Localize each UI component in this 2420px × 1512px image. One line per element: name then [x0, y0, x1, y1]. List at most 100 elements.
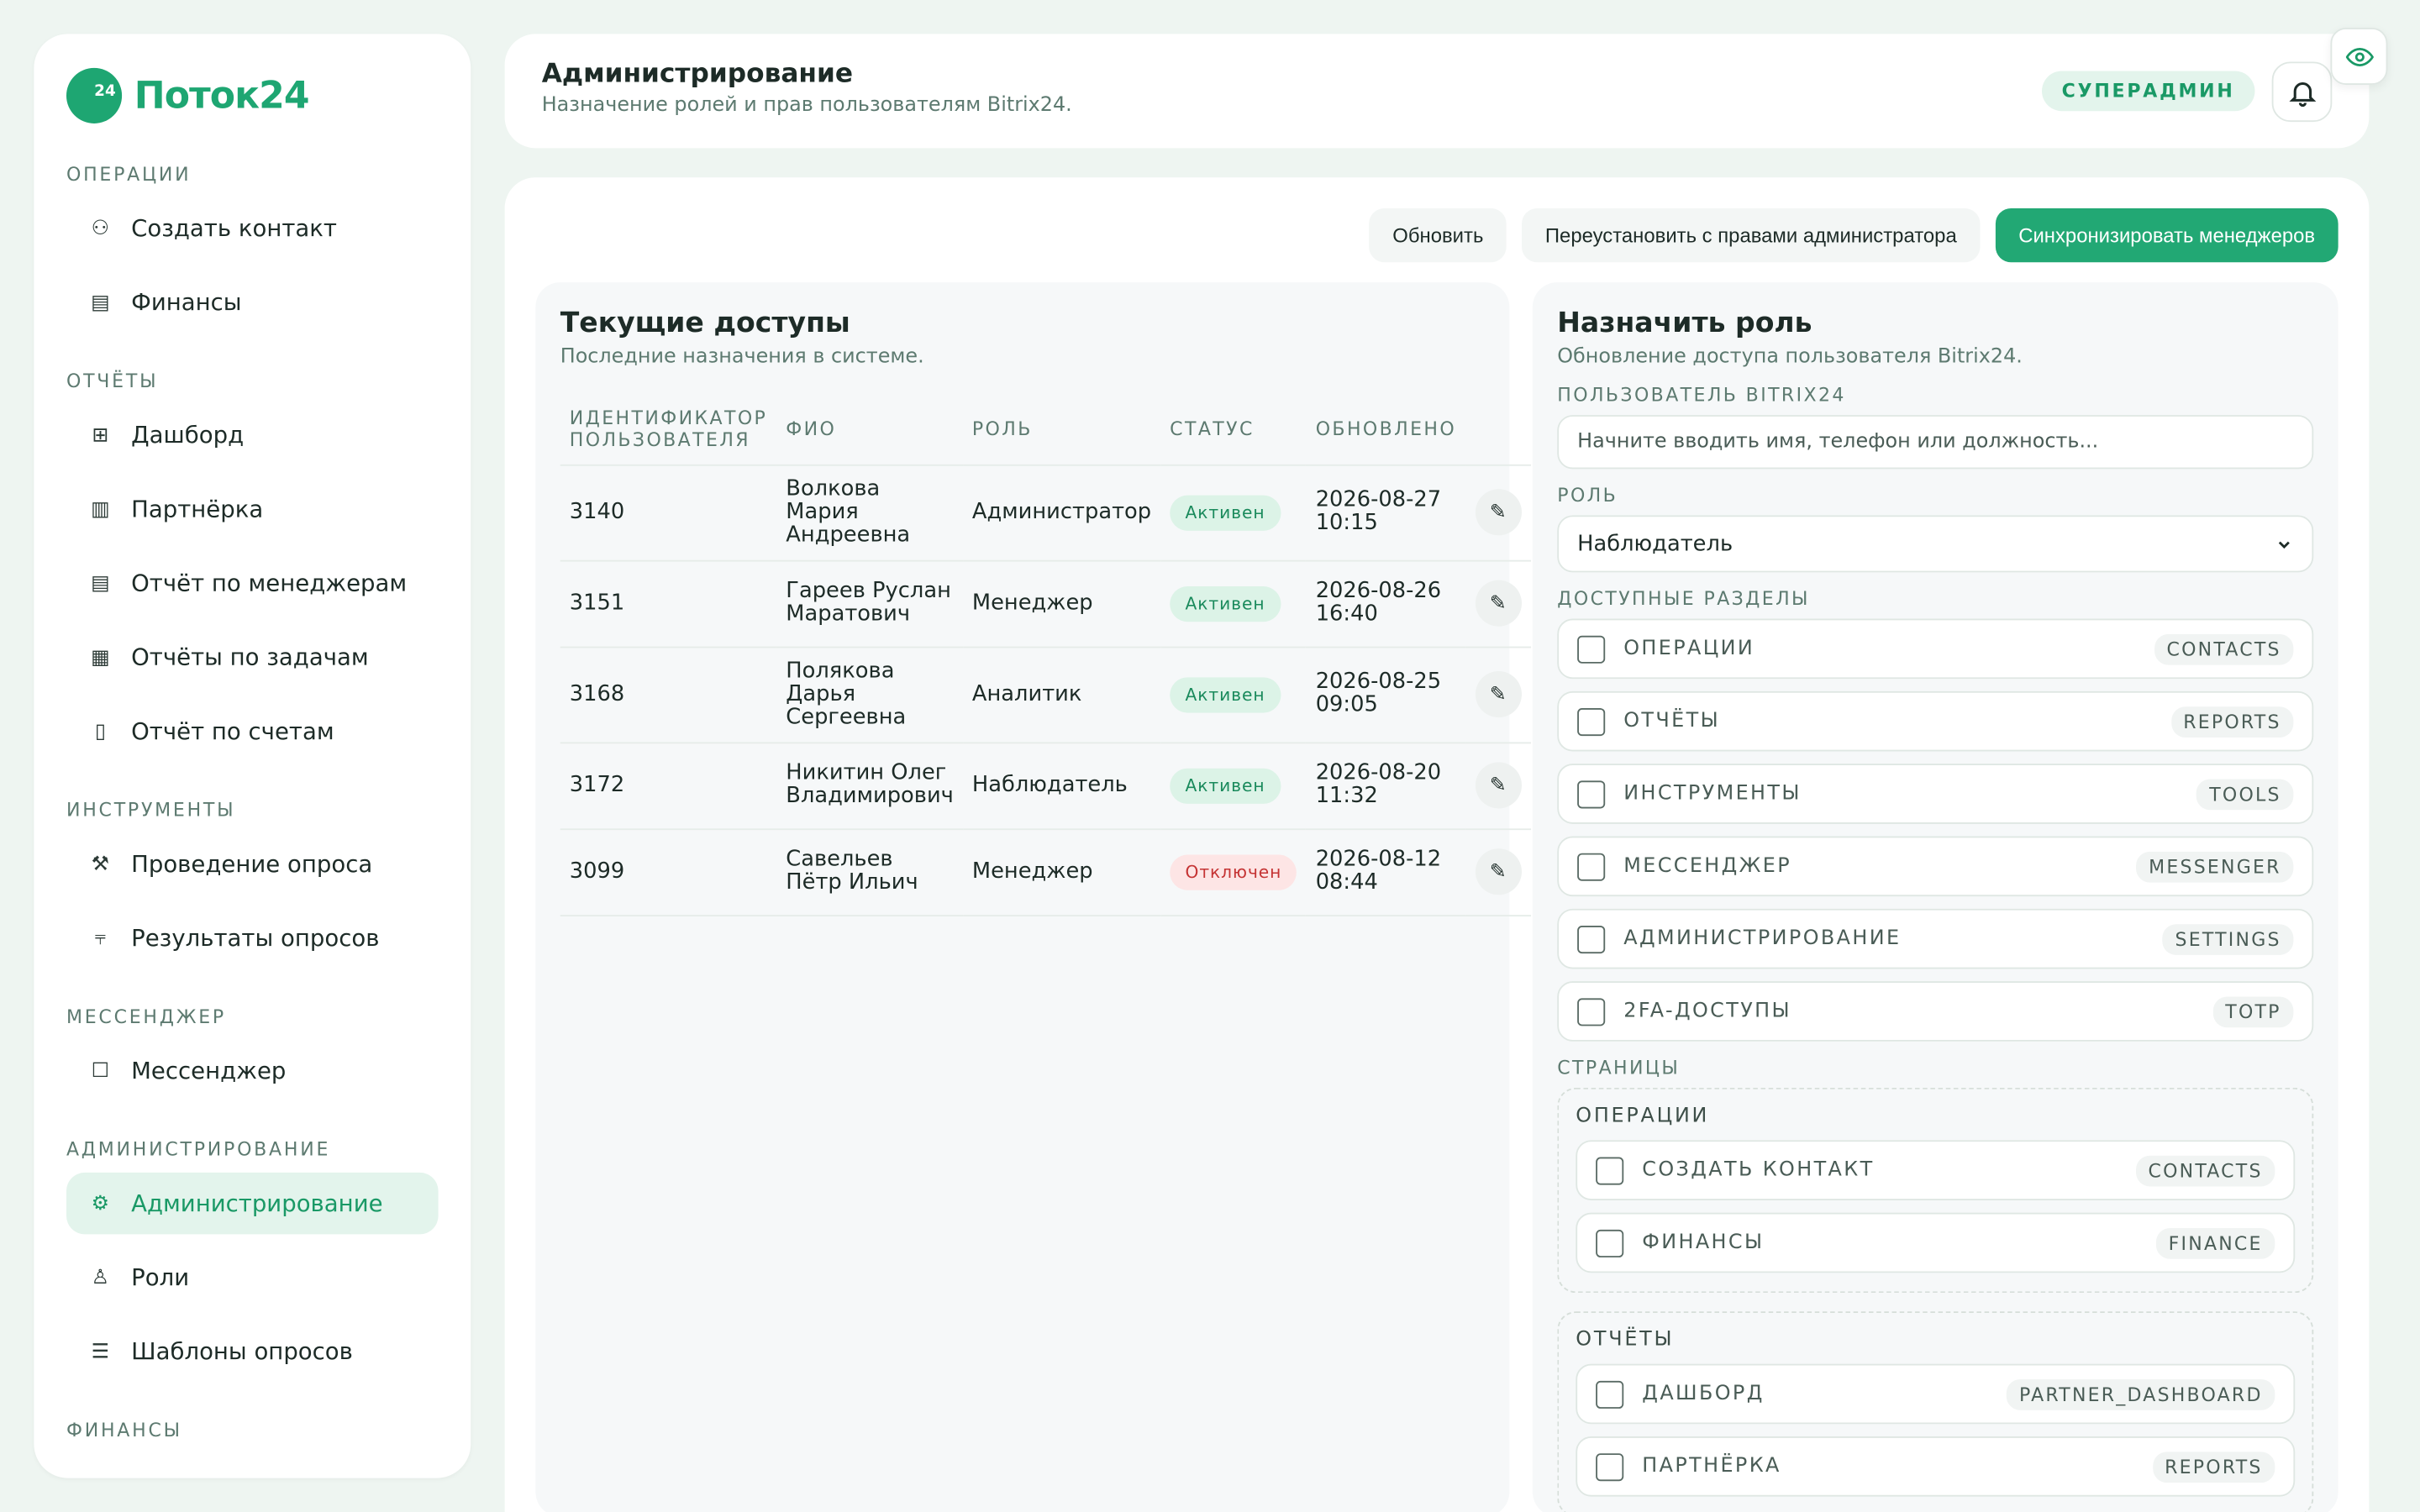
permission-tag: REPORTS	[2152, 1451, 2275, 1483]
permission-tag: FINANCE	[2155, 1227, 2275, 1258]
sidebar-item[interactable]: ⚙ Администрирование	[66, 1172, 439, 1235]
sidebar-item[interactable]: ▤ Отчёт по менеджерам	[66, 553, 439, 614]
role-select[interactable]: Наблюдатель	[1557, 515, 2314, 573]
nav-section-title: Администрирование	[66, 1138, 331, 1161]
logo[interactable]: 24 Поток24	[66, 65, 439, 126]
pencil-icon: ✎	[1489, 859, 1507, 884]
edit-button[interactable]: ✎	[1475, 762, 1522, 809]
user-role-cell: Администратор	[962, 464, 1161, 561]
checkbox[interactable]	[1577, 780, 1606, 808]
sidebar-item[interactable]: ⊞ Дашборд	[66, 404, 439, 465]
notifications-button[interactable]	[2271, 61, 2333, 123]
edit-button[interactable]: ✎	[1475, 580, 1522, 627]
checkbox-label: Администрирование	[1623, 927, 1902, 951]
column-header: Статус	[1160, 393, 1307, 465]
actions-cell: ✎	[1465, 828, 1531, 916]
sidebar-item[interactable]: ▥ Партнёрка	[66, 478, 439, 539]
sidebar-item[interactable]: ▯ Отчёт по счетам	[66, 701, 439, 762]
sidebar-item-label: Отчёты по задачам	[131, 643, 369, 671]
status-cell: Активен	[1160, 646, 1307, 743]
nav-section: Операции ⚇ Создать контакт ▤ Финансы	[66, 160, 439, 333]
column-header: Роль	[962, 393, 1161, 465]
toolbar: Обновить Переустановить с правами админи…	[1369, 207, 2338, 263]
visibility-toggle[interactable]	[2330, 28, 2388, 86]
checkbox[interactable]	[1596, 1452, 1624, 1481]
page-checkbox-row[interactable]: Дашборд PARTNER_DASHBOARD	[1576, 1363, 2296, 1425]
sidebar-item-label: Роли	[131, 1263, 190, 1292]
user-name-cell: Никитин Олег Владимирович	[776, 742, 963, 830]
checkbox[interactable]	[1596, 1156, 1624, 1184]
sidebar-item[interactable]: ⫧ Результаты опросов	[66, 907, 439, 969]
page-group: Операции Создать контакт CONTACTS Финансы FI…	[1557, 1087, 2314, 1294]
sidebar-item[interactable]: ⚇ Создать контакт	[66, 197, 439, 259]
user-name-cell: Волкова Мария Андреевна	[776, 464, 963, 561]
user-id-cell: 3168	[560, 646, 777, 743]
nav-section: Финансы	[66, 1416, 439, 1444]
edit-button[interactable]: ✎	[1475, 848, 1522, 895]
sidebar-item-label: Дашборд	[131, 421, 245, 449]
sidebar-item-label: Отчёт по счетам	[131, 717, 334, 746]
status-cell: Активен	[1160, 559, 1307, 648]
nav-section: Инструменты ⚒ Проведение опроса ⫧ Результаты…	[66, 796, 439, 969]
sidebar-item[interactable]: ▦ Отчёты по задачам	[66, 627, 439, 688]
updated-cell: 2026-08-26 16:40	[1306, 559, 1466, 648]
sidebar-nav: Операции ⚇ Создать контакт ▤ Финансы Отчёты ⊞ Д…	[66, 160, 439, 1444]
section-checkbox-row[interactable]: Мессенджер MESSENGER	[1557, 836, 2314, 897]
sidebar-item[interactable]: ☰ Шаблоны опросов	[66, 1320, 439, 1382]
user-id-cell: 3099	[560, 828, 777, 916]
checkbox[interactable]	[1577, 852, 1606, 880]
section-checkbox-row[interactable]: Отчёты REPORTS	[1557, 690, 2314, 752]
tasks-icon: ▦	[91, 645, 110, 669]
checkbox-label: Мессенджер	[1623, 854, 1792, 879]
page-subtitle: Назначение ролей и прав пользователям Bi…	[541, 94, 1072, 118]
sidebar-item[interactable]: ☐ Мессенджер	[66, 1040, 439, 1101]
checkbox[interactable]	[1577, 997, 1606, 1026]
checkbox[interactable]	[1596, 1379, 1624, 1409]
page-header: Администрирование Назначение ролей и пра…	[504, 34, 2370, 149]
updated-cell: 2026-08-12 08:44	[1306, 828, 1466, 916]
actions-cell: ✎	[1465, 559, 1531, 648]
column-header: Обновлено	[1306, 393, 1466, 465]
user-name-cell: Гареев Руслан Маратович	[776, 559, 963, 648]
checkbox[interactable]	[1596, 1228, 1624, 1257]
section-checkbox-row[interactable]: Операции CONTACTS	[1557, 618, 2314, 680]
sidebar-item[interactable]: ▤ Финансы	[66, 271, 439, 333]
user-label: Пользователь Bitrix24	[1557, 384, 1846, 407]
permission-tag: SETTINGS	[2162, 923, 2294, 955]
edit-button[interactable]: ✎	[1475, 489, 1522, 536]
user-id-cell: 3172	[560, 742, 777, 830]
sidebar-item[interactable]: ♙ Роли	[66, 1247, 439, 1308]
bell-icon	[2288, 81, 2316, 107]
permission-tag: CONTACTS	[2154, 633, 2294, 664]
refresh-button[interactable]: Обновить	[1369, 207, 1507, 263]
sidebar-item-label: Отчёт по менеджерам	[131, 569, 408, 597]
reinstall-button[interactable]: Переустановить с правами администратора	[1522, 207, 1981, 263]
column-header: Идентификатор пользователя	[560, 393, 777, 465]
section-checkbox-row[interactable]: Инструменты TOOLS	[1557, 764, 2314, 824]
section-checkbox-row[interactable]: Администрирование SETTINGS	[1557, 908, 2314, 969]
page-checkbox-row[interactable]: Создать контакт CONTACTS	[1576, 1140, 2296, 1200]
checkbox-label: Финансы	[1642, 1231, 1765, 1255]
pencil-icon: ✎	[1489, 501, 1507, 524]
status-cell: Активен	[1160, 464, 1307, 561]
sidebar-item-label: Финансы	[131, 288, 242, 317]
user-search-input[interactable]: Начните вводить имя, телефон или должнос…	[1557, 415, 2314, 470]
pencil-icon: ✎	[1489, 591, 1507, 615]
sync-managers-button[interactable]: Синхронизировать менеджеров	[1995, 207, 2338, 263]
status-badge: Активен	[1170, 767, 1281, 804]
sidebar-item[interactable]: ⚒ Проведение опроса	[66, 833, 439, 895]
permission-tag: PARTNER_DASHBOARD	[2007, 1378, 2275, 1410]
edit-button[interactable]: ✎	[1475, 670, 1522, 718]
checkbox[interactable]	[1577, 707, 1606, 736]
user-icon: ⚇	[91, 217, 110, 240]
permission-tag: REPORTS	[2170, 706, 2294, 738]
section-checkbox-row[interactable]: 2FA-доступы TOTP	[1557, 981, 2314, 1042]
logo-icon: 24	[66, 67, 123, 123]
bar-chart-icon: ▥	[91, 497, 110, 521]
role-subtitle: Обновление доступа пользователя Bitrix24…	[1557, 345, 2023, 369]
page-checkbox-row[interactable]: Финансы FINANCE	[1576, 1212, 2296, 1273]
checkbox[interactable]	[1577, 925, 1606, 953]
checkbox[interactable]	[1577, 634, 1606, 663]
permission-tag: CONTACTS	[2135, 1154, 2275, 1186]
page-checkbox-row[interactable]: Партнёрка REPORTS	[1576, 1436, 2296, 1497]
